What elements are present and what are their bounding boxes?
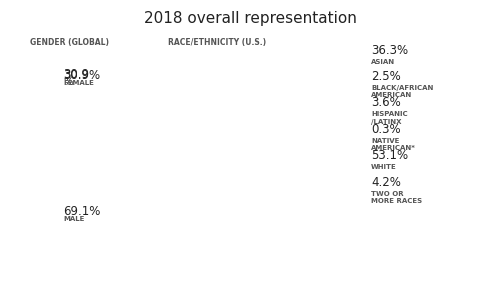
Text: RACE/ETHNICITY (U.S.): RACE/ETHNICITY (U.S.) xyxy=(168,38,266,47)
Text: 3.6%: 3.6% xyxy=(371,96,401,109)
Text: 30.9%: 30.9% xyxy=(64,69,100,83)
Text: %: % xyxy=(64,77,74,87)
Text: FEMALE: FEMALE xyxy=(64,80,94,86)
Text: MALE: MALE xyxy=(64,216,85,222)
Text: WHITE: WHITE xyxy=(371,164,397,170)
Text: ASIAN: ASIAN xyxy=(371,59,395,65)
Text: 36.3%: 36.3% xyxy=(371,44,408,56)
Text: 2018 overall representation: 2018 overall representation xyxy=(144,11,356,26)
Text: 4.2%: 4.2% xyxy=(371,176,401,188)
Text: HISPANIC
/LATINX: HISPANIC /LATINX xyxy=(371,111,408,125)
Text: TWO OR
MORE RACES: TWO OR MORE RACES xyxy=(371,191,422,204)
Text: 69.1%: 69.1% xyxy=(64,205,101,219)
Text: 53.1%: 53.1% xyxy=(371,149,408,162)
Text: 0.3%: 0.3% xyxy=(371,123,400,136)
Text: GENDER (GLOBAL): GENDER (GLOBAL) xyxy=(30,38,109,47)
Text: NATIVE
AMERICAN*: NATIVE AMERICAN* xyxy=(371,138,416,151)
Text: 30.9: 30.9 xyxy=(64,68,90,81)
Text: BLACK/AFRICAN
AMERICAN: BLACK/AFRICAN AMERICAN xyxy=(371,85,434,98)
Text: 2.5%: 2.5% xyxy=(371,70,401,83)
